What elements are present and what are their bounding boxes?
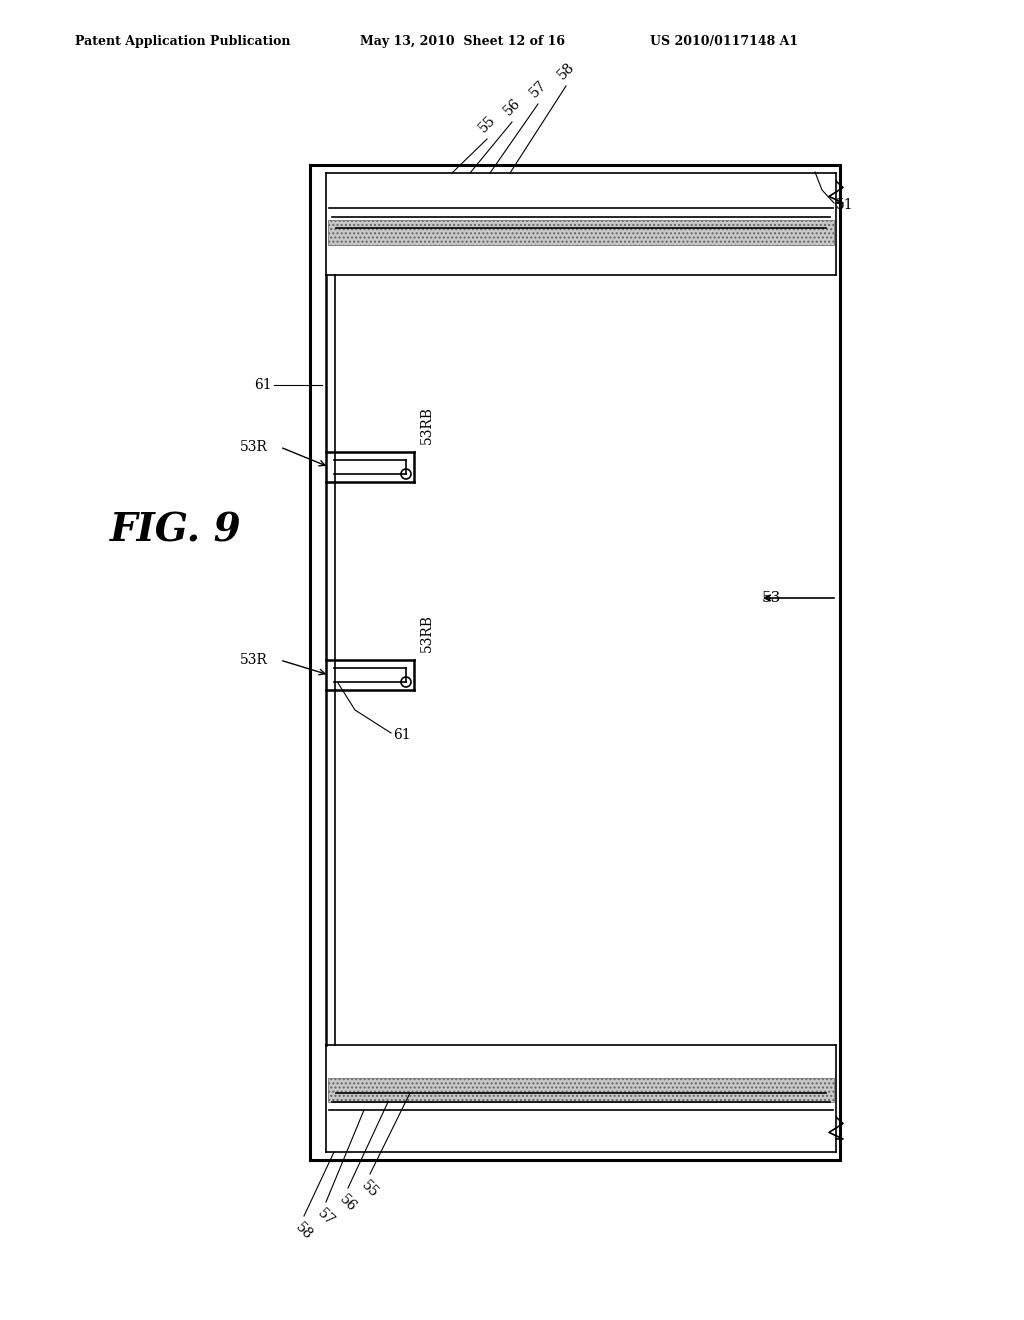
Text: 61: 61: [254, 378, 272, 392]
Text: FIG. 9: FIG. 9: [110, 511, 242, 549]
Text: Patent Application Publication: Patent Application Publication: [75, 36, 291, 48]
Text: May 13, 2010  Sheet 12 of 16: May 13, 2010 Sheet 12 of 16: [360, 36, 565, 48]
Text: 53RB: 53RB: [420, 407, 434, 444]
Text: 53R: 53R: [240, 653, 268, 667]
Text: 56: 56: [501, 96, 523, 117]
Text: 56: 56: [337, 1192, 359, 1214]
Text: 53RB: 53RB: [420, 614, 434, 652]
Text: 57: 57: [314, 1206, 337, 1229]
Text: 58: 58: [555, 59, 578, 82]
Bar: [328, 220, 834, 246]
Text: 55: 55: [358, 1177, 381, 1200]
Text: US 2010/0117148 A1: US 2010/0117148 A1: [650, 36, 798, 48]
Text: 53R: 53R: [240, 440, 268, 454]
Text: 61: 61: [393, 729, 411, 742]
Text: 58: 58: [293, 1220, 315, 1242]
Text: 55: 55: [476, 112, 498, 135]
Text: 53: 53: [762, 591, 781, 605]
Text: 51: 51: [836, 198, 854, 213]
Text: 57: 57: [526, 78, 549, 100]
Bar: [328, 1078, 834, 1102]
